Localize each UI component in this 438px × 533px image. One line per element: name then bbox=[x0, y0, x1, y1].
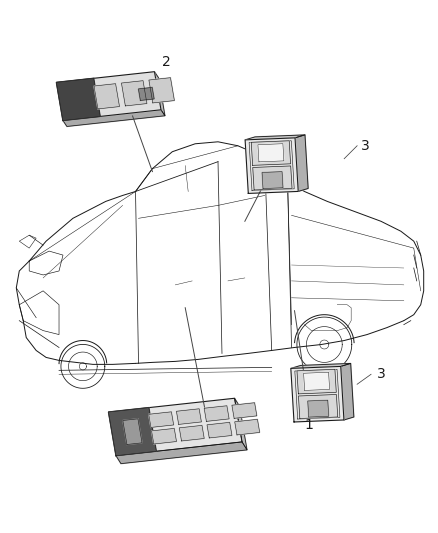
Polygon shape bbox=[149, 412, 173, 427]
Polygon shape bbox=[232, 403, 257, 418]
Polygon shape bbox=[63, 110, 165, 126]
Polygon shape bbox=[207, 422, 232, 438]
Polygon shape bbox=[121, 80, 147, 106]
Polygon shape bbox=[57, 78, 100, 120]
Polygon shape bbox=[245, 135, 305, 140]
Polygon shape bbox=[179, 425, 204, 441]
Polygon shape bbox=[123, 419, 142, 445]
Polygon shape bbox=[304, 372, 329, 390]
Polygon shape bbox=[291, 366, 344, 422]
Polygon shape bbox=[308, 400, 328, 417]
Text: 3: 3 bbox=[361, 139, 370, 153]
Text: 1: 1 bbox=[304, 418, 313, 432]
Polygon shape bbox=[177, 409, 201, 424]
Polygon shape bbox=[245, 138, 298, 193]
Polygon shape bbox=[262, 172, 283, 189]
Polygon shape bbox=[253, 166, 292, 190]
Polygon shape bbox=[204, 406, 229, 422]
Polygon shape bbox=[138, 87, 154, 100]
Text: 2: 2 bbox=[162, 55, 171, 69]
Polygon shape bbox=[57, 71, 161, 120]
Text: 3: 3 bbox=[377, 367, 386, 381]
Polygon shape bbox=[291, 364, 351, 368]
Polygon shape bbox=[235, 419, 260, 435]
Polygon shape bbox=[297, 369, 336, 394]
Polygon shape bbox=[116, 442, 247, 464]
Polygon shape bbox=[341, 364, 354, 420]
Polygon shape bbox=[295, 135, 308, 191]
Polygon shape bbox=[109, 398, 242, 456]
Polygon shape bbox=[149, 78, 174, 103]
Polygon shape bbox=[152, 429, 177, 444]
Polygon shape bbox=[258, 144, 284, 162]
Polygon shape bbox=[298, 394, 338, 418]
Polygon shape bbox=[155, 71, 165, 116]
Polygon shape bbox=[109, 408, 156, 456]
Polygon shape bbox=[251, 141, 290, 165]
Polygon shape bbox=[94, 84, 120, 109]
Polygon shape bbox=[235, 398, 247, 450]
Polygon shape bbox=[19, 235, 36, 248]
